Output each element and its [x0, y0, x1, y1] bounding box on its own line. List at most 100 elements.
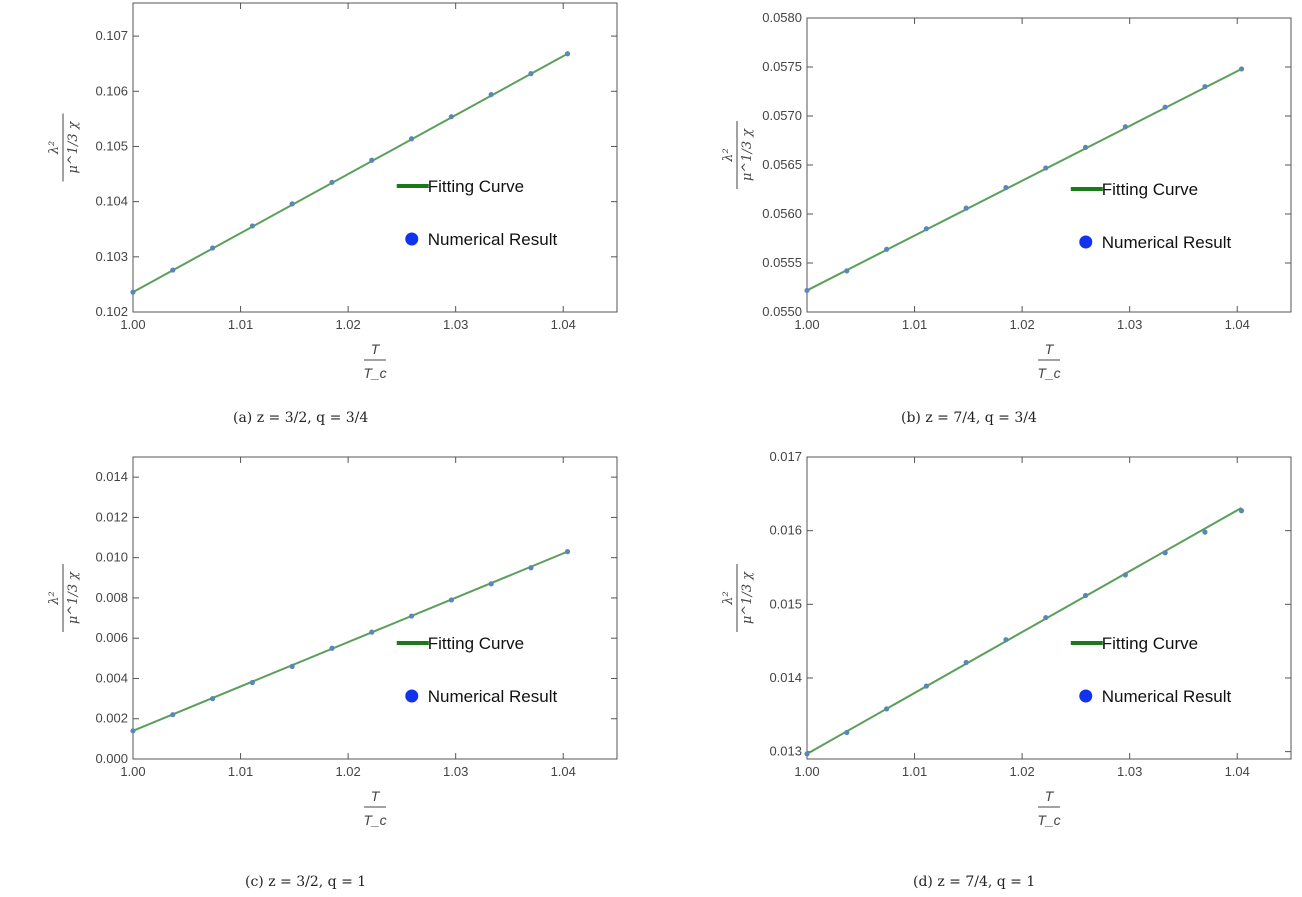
y-tick-label: 0.106 — [95, 83, 128, 98]
chart-panel-d: 1.00 1.01 1.02 1.03 1.04 0.013 0.014 0.015 0.016… — [651, 449, 1302, 897]
y-axis-label: λ² μ^1/3 χ — [721, 121, 755, 189]
y-tick-label: 0.103 — [95, 249, 128, 264]
y-tick-label: 0.012 — [95, 509, 128, 524]
x-tick-label: 1.03 — [443, 317, 468, 332]
y-axis-label: λ² μ^1/3 χ — [47, 113, 81, 182]
x-tick-label: 1.00 — [794, 764, 819, 779]
plot-frame — [806, 17, 1292, 313]
x-tick-label: 1.04 — [551, 317, 576, 332]
x-label-denominator: T_c — [363, 365, 386, 381]
y-tick-label: 0.000 — [95, 751, 128, 766]
x-tick-label: 1.02 — [1009, 317, 1034, 332]
numerical-result-point — [844, 729, 850, 736]
numerical-result-point — [528, 565, 534, 571]
legend-fitting-curve: Fitting Curve — [1102, 180, 1198, 199]
numerical-result-point — [448, 597, 454, 603]
legend-fitting-curve: Fitting Curve — [428, 634, 524, 653]
x-tick-label: 1.03 — [1117, 764, 1142, 779]
numerical-result-point — [1043, 165, 1049, 171]
plot-frame — [132, 2, 618, 313]
y-tick-label: 0.0565 — [762, 157, 802, 172]
chart-caption: (d) z = 7/4, q = 1 — [913, 874, 1036, 890]
legend-fitting-curve: Fitting Curve — [1102, 634, 1198, 653]
legend-dot-swatch — [405, 689, 419, 703]
y-label-denominator: μ^1/3 χ — [740, 571, 755, 624]
chart-panel-b: 1.00 1.01 1.02 1.03 1.04 0.0550 0.0555 0.0560 0.… — [651, 0, 1302, 448]
chart-b-svg: 1.00 1.01 1.02 1.03 1.04 0.0550 0.0555 0.0560 0.… — [721, 10, 1292, 381]
legend-numerical-result: Numerical Result — [428, 687, 558, 706]
x-tick-label: 1.02 — [335, 317, 360, 332]
legend-fitting-curve: Fitting Curve — [428, 177, 524, 196]
numerical-result-point — [883, 706, 890, 712]
fitting-curve-line — [132, 550, 568, 732]
numerical-result-point — [1082, 592, 1089, 599]
x-tick-label: 1.01 — [228, 764, 253, 779]
numerical-result-point — [1043, 614, 1049, 621]
legend-numerical-result: Numerical Result — [1102, 687, 1232, 706]
x-label-numerator: T — [371, 788, 381, 804]
numerical-result-point — [448, 114, 454, 120]
x-tick-label: 1.02 — [335, 764, 360, 779]
y-tick-label: 0.104 — [95, 194, 128, 209]
numerical-result-point — [963, 659, 969, 666]
numerical-result-point — [1238, 508, 1245, 514]
numerical-result-point — [923, 226, 929, 232]
plot-frame — [132, 456, 618, 760]
x-label-numerator: T — [371, 341, 381, 357]
numerical-result-point — [1082, 144, 1089, 150]
chart-caption: (a) z = 3/2, q = 3/4 — [233, 410, 369, 426]
numerical-result-point — [170, 267, 176, 273]
y-tick-label: 0.105 — [95, 138, 128, 153]
x-tick-label: 1.00 — [120, 764, 145, 779]
numerical-result-point — [130, 728, 136, 734]
x-tick-label: 1.01 — [902, 764, 927, 779]
numerical-result-point — [923, 683, 929, 689]
numerical-result-point — [1238, 66, 1245, 72]
x-tick-label: 1.03 — [443, 764, 468, 779]
y-tick-label: 0.0580 — [762, 10, 802, 25]
numerical-result-point — [329, 645, 335, 651]
y-label-numerator: λ² — [47, 141, 62, 155]
y-label-denominator: μ^1/3 χ — [66, 120, 81, 173]
numerical-result-point — [564, 549, 571, 555]
numerical-result-point — [488, 581, 494, 587]
y-tick-label: 0.013 — [769, 744, 802, 759]
x-tick-label: 1.04 — [1225, 764, 1250, 779]
y-tick-label: 0.014 — [769, 670, 802, 685]
legend-numerical-result: Numerical Result — [1102, 233, 1232, 252]
x-label-numerator: T — [1045, 341, 1055, 357]
numerical-result-point — [564, 51, 571, 57]
y-label-numerator: λ² — [721, 591, 736, 605]
numerical-result-point — [209, 245, 216, 251]
chart-a-svg: 1.00 1.01 1.02 1.03 1.04 0.102 0.103 0.104 0.105… — [47, 2, 618, 381]
numerical-result-point — [1202, 84, 1208, 90]
legend-dot-swatch — [405, 232, 419, 246]
numerical-result-point — [289, 663, 295, 669]
y-tick-label: 0.008 — [95, 590, 128, 605]
numerical-result-point — [528, 71, 534, 77]
numerical-result-point — [249, 679, 255, 686]
x-label-denominator: T_c — [1037, 365, 1060, 381]
numerical-result-point — [249, 223, 255, 229]
numerical-result-point — [170, 712, 176, 718]
fitting-curve-line — [132, 52, 569, 294]
chart-c-svg: 1.00 1.01 1.02 1.03 1.04 0.000 0.002 0.004 0.006… — [47, 456, 618, 828]
x-tick-label: 1.04 — [551, 764, 576, 779]
y-tick-label: 0.014 — [95, 469, 128, 484]
x-label-numerator: T — [1045, 788, 1055, 804]
fitting-curve-line — [806, 68, 1242, 292]
y-tick-label: 0.0560 — [762, 206, 802, 221]
x-label-denominator: T_c — [363, 812, 386, 828]
y-tick-label: 0.006 — [95, 630, 128, 645]
y-tick-label: 0.002 — [95, 711, 128, 726]
numerical-result-point — [804, 751, 810, 757]
numerical-result-point — [804, 287, 810, 294]
y-label-denominator: μ^1/3 χ — [740, 128, 755, 181]
numerical-result-point — [1122, 124, 1128, 130]
numerical-result-point — [209, 696, 216, 702]
chart-panel-a: 1.00 1.01 1.02 1.03 1.04 0.102 0.103 0.104 0.105… — [0, 0, 651, 448]
chart-caption: (c) z = 3/2, q = 1 — [245, 874, 367, 890]
y-axis-label: λ² μ^1/3 χ — [721, 564, 755, 632]
numerical-result-point — [1003, 184, 1009, 191]
numerical-result-point — [408, 613, 415, 619]
